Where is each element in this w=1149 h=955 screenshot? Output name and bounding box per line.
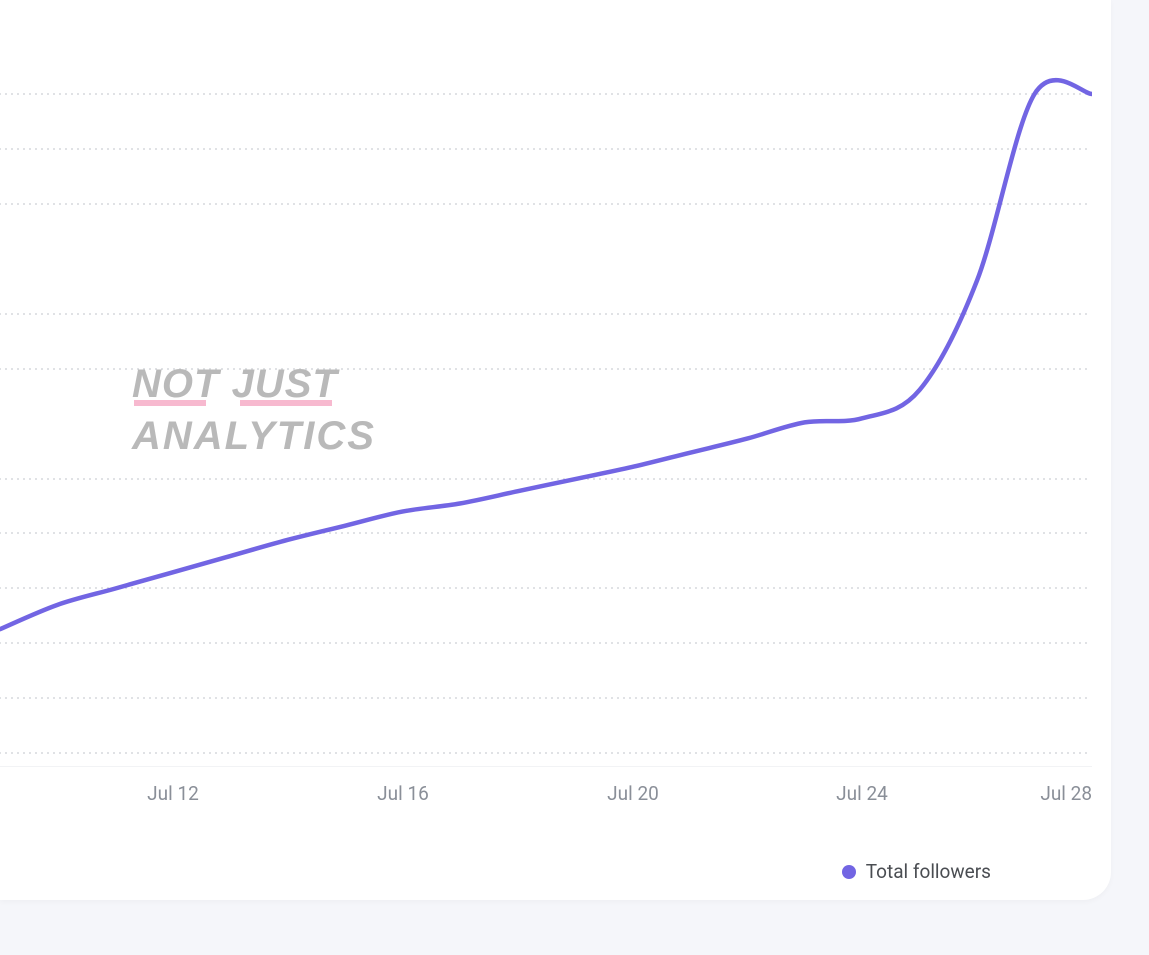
legend-label: Total followers <box>866 860 991 883</box>
legend: Total followers <box>842 860 991 883</box>
x-axis: Jul 12 Jul 16 Jul 20 Jul 24 Jul 28 <box>0 782 1092 822</box>
x-tick-label: Jul 24 <box>836 782 888 805</box>
x-tick-label: Jul 16 <box>377 782 429 805</box>
plot-area <box>0 0 1092 767</box>
chart-card: NOT JUST ANALYTICS Jul 12Jul 16Jul 20Jul… <box>0 0 1111 900</box>
x-tick-label: Jul 20 <box>607 782 659 805</box>
x-tick-label: Jul 12 <box>147 782 199 805</box>
legend-marker-icon <box>842 865 856 879</box>
line-chart-svg <box>0 0 1092 767</box>
x-tick-label: Jul 28 <box>1040 782 1092 805</box>
